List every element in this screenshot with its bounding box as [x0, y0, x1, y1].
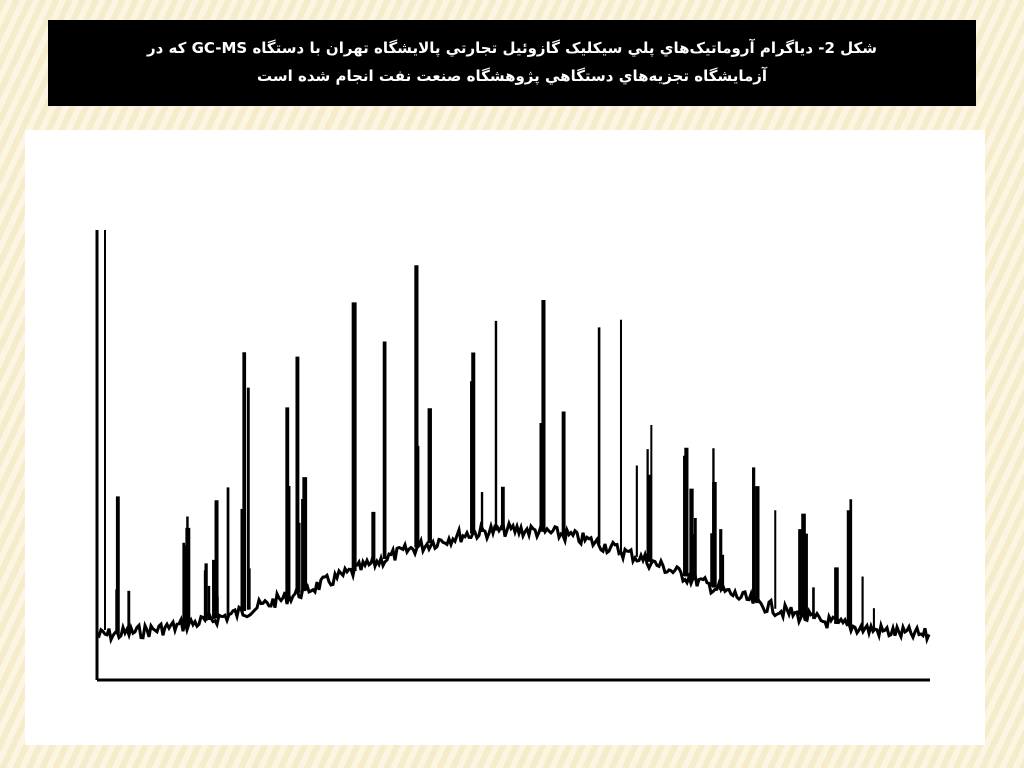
caption-line: شکل 2- دياگرام آروماتيک‌هاي پلي سيکليک گ…	[146, 39, 877, 57]
chromatogram-image	[25, 130, 985, 745]
trace-line	[96, 518, 931, 645]
caption-line: آزمايشگاه تجزيه‌هاي دستگاهي پژوهشگاه صنع…	[256, 67, 768, 85]
trace	[96, 265, 931, 645]
caption-box: شکل 2- دياگرام آروماتيک‌هاي پلي سيکليک گ…	[48, 20, 976, 106]
